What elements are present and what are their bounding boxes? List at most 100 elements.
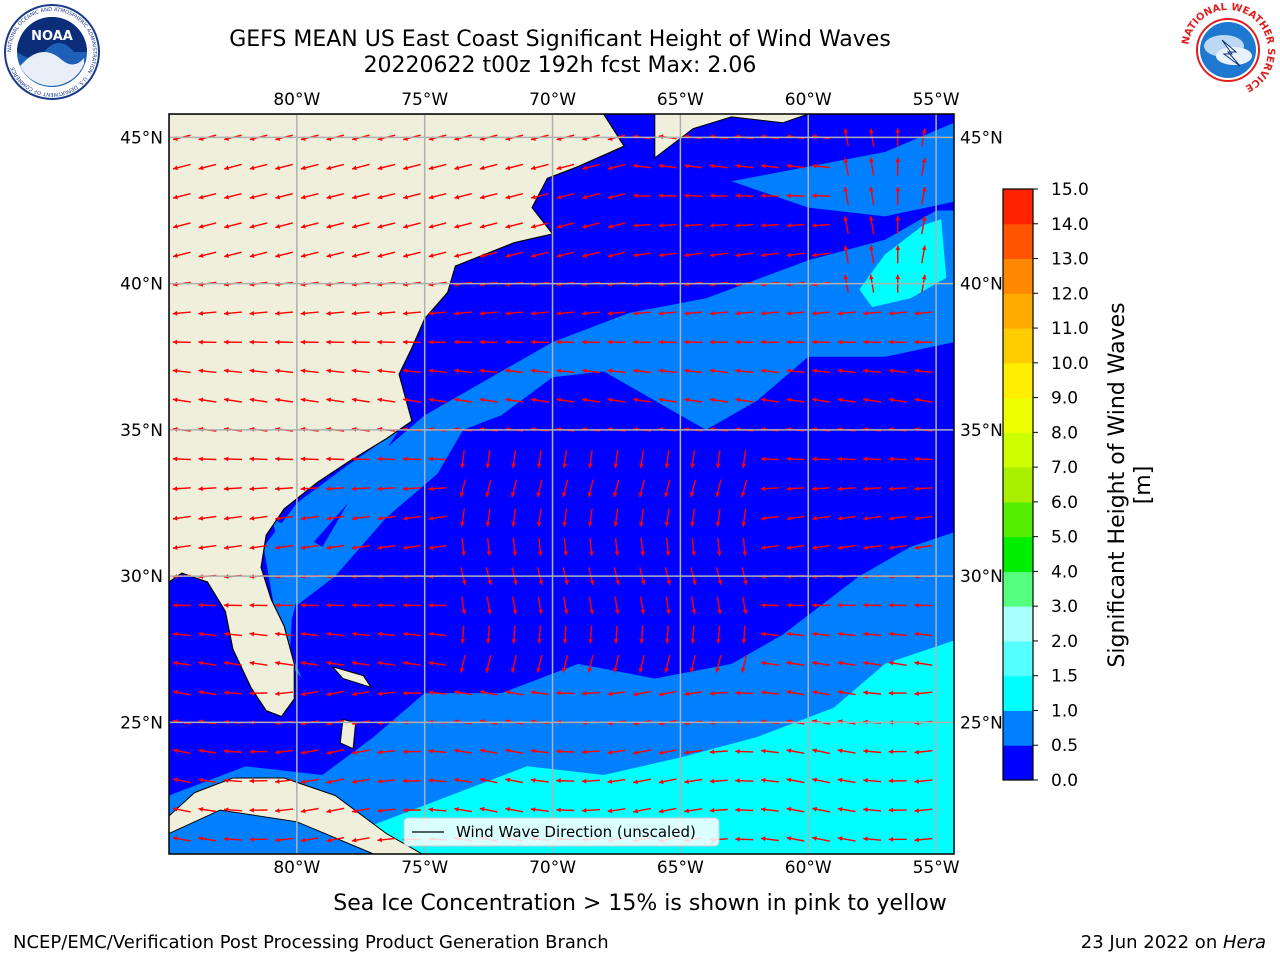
- wave-arrow-head: [863, 807, 868, 813]
- colorbar: [1002, 188, 1038, 781]
- wave-arrow-head: [837, 807, 843, 812]
- wave-arrow-head: [863, 368, 868, 374]
- wave-arrow-head: [198, 253, 204, 258]
- wave-arrow-head: [172, 660, 178, 666]
- wave-arrow-head: [640, 551, 645, 556]
- wave-arrow-head: [786, 252, 792, 258]
- wave-arrow-head: [607, 779, 613, 784]
- wave-arrow-head: [403, 194, 408, 200]
- wave-arrow-head: [587, 492, 593, 498]
- wave-arrow-head: [300, 368, 306, 374]
- wave-arrow-head: [224, 397, 229, 403]
- wave-arrow-head: [761, 397, 766, 403]
- wave-arrow-head: [351, 515, 357, 521]
- colorbar-label: Significant Height of Wind Waves[m]: [1105, 302, 1156, 667]
- wave-arrow-head: [249, 224, 255, 229]
- wave-arrow-head: [172, 486, 178, 492]
- wave-arrow-head: [914, 397, 920, 403]
- wave-arrow-head: [512, 609, 518, 615]
- wave-arrow-head: [172, 310, 178, 316]
- wave-arrow-head: [786, 515, 792, 521]
- wave-arrow-head: [479, 368, 485, 374]
- wave-arrow-head: [587, 463, 593, 469]
- wave-arrow-head: [454, 165, 460, 171]
- lat-tick-label-right: 35°N: [960, 421, 1003, 441]
- wave-arrow-head: [582, 165, 587, 171]
- wave-arrow-head: [888, 397, 894, 403]
- wave-arrow-head: [633, 691, 638, 697]
- wave-arrow-head: [300, 779, 306, 785]
- wave-arrow-head: [351, 631, 357, 637]
- wave-arrow-head: [377, 253, 383, 258]
- wave-arrow-head: [536, 492, 541, 498]
- wave-arrow-head: [786, 223, 791, 228]
- wave-arrow-head: [402, 690, 408, 696]
- wave-arrow-head: [633, 368, 638, 374]
- legend-label: Wind Wave Direction (unscaled): [456, 823, 696, 841]
- wave-arrow-head: [275, 224, 281, 229]
- wave-arrow-head: [172, 545, 178, 550]
- wave-arrow-head: [664, 667, 669, 673]
- wave-arrow-head: [895, 186, 901, 192]
- wave-arrow-head: [760, 368, 766, 374]
- wave-arrow-head: [607, 310, 613, 316]
- wave-arrow-head: [812, 163, 817, 169]
- wave-arrow-head: [300, 691, 306, 697]
- wave-arrow-head: [888, 778, 894, 784]
- wave-arrow-head: [454, 194, 460, 200]
- wave-arrow-head: [786, 602, 791, 608]
- sea-ice-note: Sea Ice Concentration > 15% is shown in …: [333, 891, 947, 916]
- wave-arrow-head: [582, 253, 587, 258]
- wave-arrow-head: [556, 194, 562, 200]
- wave-arrow-head: [664, 521, 670, 527]
- wave-arrow-head: [326, 194, 332, 200]
- wave-arrow-head: [377, 837, 382, 843]
- wave-arrow-head: [837, 486, 843, 492]
- wave-arrow-head: [300, 339, 306, 345]
- wave-arrow-head: [454, 224, 460, 229]
- wave-arrow-head: [587, 521, 593, 527]
- wave-arrow-head: [428, 690, 434, 696]
- wave-arrow-head: [684, 368, 689, 374]
- wave-arrow-head: [173, 224, 178, 229]
- wave-arrow-head: [914, 456, 919, 462]
- wave-arrow-head: [837, 397, 843, 403]
- wave-arrow-head: [505, 224, 511, 229]
- wave-arrow-head: [869, 157, 874, 163]
- wave-arrow-head: [428, 194, 434, 200]
- wave-arrow-head: [582, 397, 587, 403]
- wave-arrow-head: [536, 667, 541, 673]
- wave-arrow-head: [716, 551, 722, 556]
- wave-arrow-head: [485, 667, 490, 673]
- wave-arrow-head: [735, 749, 740, 754]
- wave-arrow-head: [275, 691, 280, 696]
- wave-arrow-head: [198, 748, 204, 754]
- wave-arrow-head: [837, 602, 842, 608]
- wave-arrow-head: [812, 545, 817, 550]
- wave-arrow-head: [300, 165, 306, 171]
- wave-arrow-head: [914, 368, 919, 374]
- wave-arrow-head: [460, 463, 465, 469]
- wave-arrow-head: [812, 310, 817, 316]
- wave-arrow-head: [224, 836, 229, 842]
- wave-arrow-head: [761, 163, 766, 169]
- wave-arrow-head: [761, 515, 766, 521]
- wave-arrow-head: [658, 339, 663, 345]
- wave-arrow-head: [914, 749, 919, 755]
- wave-arrow-head: [658, 397, 664, 403]
- wave-arrow-head: [691, 551, 696, 556]
- wave-arrow-head: [709, 808, 715, 813]
- wave-arrow-head: [326, 486, 331, 492]
- wave-arrow-head: [275, 486, 280, 492]
- wave-arrow-head: [837, 690, 843, 695]
- wave-arrow-head: [735, 368, 740, 374]
- wave-arrow-head: [735, 163, 740, 169]
- wave-arrow-head: [428, 602, 433, 608]
- wave-arrow-head: [914, 779, 919, 784]
- wave-arrow-head: [863, 690, 868, 696]
- wave-arrow-head: [351, 486, 357, 492]
- wave-arrow-head: [863, 660, 868, 666]
- wave-arrow-head: [812, 339, 817, 345]
- wave-arrow-head: [511, 639, 517, 644]
- wave-arrow-head: [351, 310, 357, 316]
